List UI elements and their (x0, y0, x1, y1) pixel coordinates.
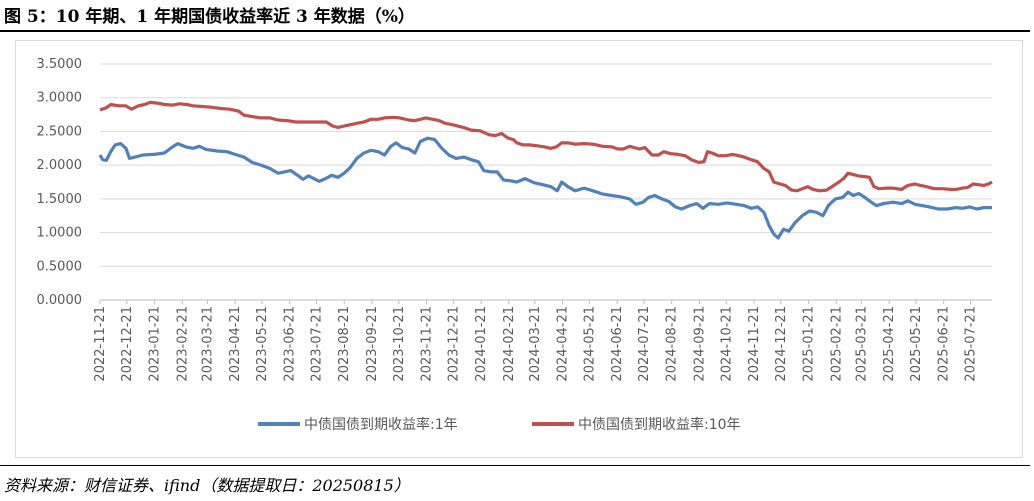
x-tick-label: 2023-04-21 (228, 306, 243, 382)
x-tick-label: 2022-11-21 (93, 306, 108, 382)
y-tick-label: 0.0000 (37, 293, 83, 308)
y-tick-label: 3.0000 (37, 91, 83, 106)
x-tick-label: 2024-01-21 (474, 306, 489, 382)
x-tick-label: 2024-06-21 (610, 306, 625, 382)
x-tick-label: 2023-11-21 (420, 306, 435, 382)
y-tick-label: 1.5000 (37, 192, 83, 207)
x-tick-label: 2024-03-21 (528, 306, 543, 382)
y-tick-label: 2.5000 (37, 124, 83, 139)
x-tick-label: 2024-10-21 (719, 306, 734, 382)
x-tick-label: 2024-11-21 (747, 306, 762, 382)
x-tick-label: 2025-07-21 (964, 306, 979, 382)
source-note: 资料来源：财信证券、ifind（数据提取日：20250815） (4, 476, 410, 495)
series-line-10y (99, 100, 993, 193)
x-tick-label: 2025-05-21 (909, 306, 924, 382)
x-tick-label: 2023-03-21 (200, 306, 215, 382)
x-tick-label: 2023-02-21 (175, 306, 190, 382)
x-tick-label: 2023-05-21 (255, 306, 270, 382)
x-tick-label: 2024-09-21 (692, 306, 707, 382)
x-tick-label: 2023-10-21 (392, 306, 407, 382)
title-rule (0, 30, 1030, 32)
y-tick-label: 3.5000 (37, 57, 83, 72)
x-tick-label: 2024-12-21 (774, 306, 789, 382)
legend-label-1y: 中债国债到期收益率:1年 (304, 416, 458, 433)
x-tick-label: 2025-06-21 (937, 306, 952, 382)
series-line-1y (98, 136, 992, 240)
x-tick-label: 2023-09-21 (365, 306, 380, 382)
legend-label-10y: 中债国债到期收益率:10年 (578, 416, 741, 433)
chart-frame (15, 40, 1023, 458)
x-tick-label: 2024-02-21 (502, 306, 517, 382)
x-tick-label: 2025-03-21 (854, 306, 869, 382)
source-rule (0, 465, 1030, 466)
x-tick-label: 2024-05-21 (582, 306, 597, 382)
x-tick-label: 2025-04-21 (882, 306, 897, 382)
figure-title: 图 5：10 年期、1 年期国债收益率近 3 年数据（%） (4, 7, 415, 27)
y-tick-label: 2.0000 (37, 158, 83, 173)
x-tick-label: 2025-02-21 (829, 306, 844, 382)
x-tick-label: 2023-12-21 (446, 306, 461, 382)
x-tick-label: 2023-06-21 (283, 306, 298, 382)
x-tick-label: 2024-07-21 (637, 306, 652, 382)
x-tick-label: 2022-12-21 (120, 306, 135, 382)
x-tick-label: 2023-07-21 (310, 306, 325, 382)
y-tick-label: 1.0000 (37, 226, 83, 241)
x-tick-label: 2024-04-21 (556, 306, 571, 382)
y-tick-label: 0.5000 (37, 259, 83, 274)
x-tick-label: 2023-08-21 (337, 306, 352, 382)
x-tick-label: 2023-01-21 (148, 306, 163, 382)
x-tick-label: 2024-08-21 (665, 306, 680, 382)
x-tick-label: 2025-01-21 (802, 306, 817, 382)
